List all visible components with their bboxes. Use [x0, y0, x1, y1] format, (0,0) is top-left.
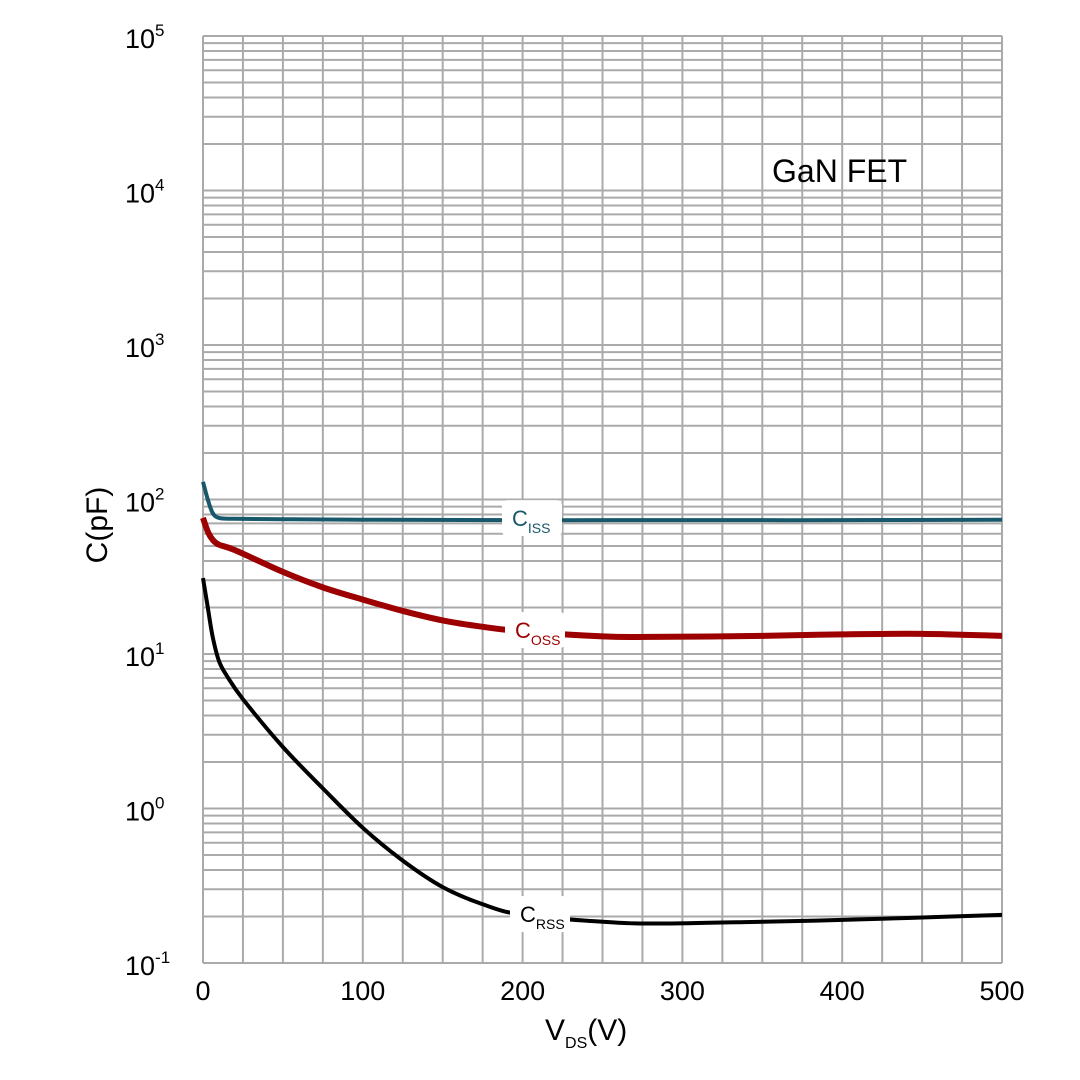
x-tick-label: 0 [195, 976, 210, 1006]
series-line-oss [200, 516, 1003, 641]
series-label-sub: OSS [531, 632, 561, 648]
x-axis-label-main: V [545, 1014, 565, 1047]
series-label-oss: COSS [515, 618, 560, 648]
y-axis-label: C(pF) [81, 487, 114, 564]
x-tick-label: 200 [500, 976, 545, 1006]
y-tick-label: 100 [125, 794, 165, 827]
series-label-background [502, 500, 562, 537]
grid [202, 35, 1003, 964]
series-label-rss: CRSS [520, 902, 565, 932]
x-axis-label-sub: DS [565, 1035, 587, 1052]
y-tick-labels: 10-1 100 101 102 103 104 105 [125, 21, 170, 981]
y-tick-label: 102 [125, 485, 165, 518]
y-tick-label: 103 [125, 330, 165, 363]
series-label-background [510, 896, 570, 933]
y-tick-label: 105 [125, 21, 165, 54]
series-label-main: C [512, 506, 528, 531]
y-tick-label: 104 [125, 176, 165, 209]
annotation-gan-fet: GaN FET [772, 153, 907, 189]
x-tick-labels: 0 100 200 300 400 500 [195, 976, 1024, 1006]
series-line-iss [201, 481, 1003, 523]
series-label-background [505, 612, 565, 649]
series-label-iss: CISS [512, 506, 550, 536]
series-label-sub: ISS [528, 520, 551, 536]
curves [200, 481, 1003, 926]
series-label-sub: RSS [536, 916, 565, 932]
x-tick-label: 300 [660, 976, 705, 1006]
x-tick-label: 400 [820, 976, 865, 1006]
series-label-main: C [520, 902, 536, 927]
x-axis-label-suffix: (V) [587, 1014, 627, 1047]
x-tick-label: 100 [340, 976, 385, 1006]
series-line-rss [201, 577, 1003, 926]
x-axis-label: VDS(V) [545, 1014, 627, 1052]
x-tick-label: 500 [979, 976, 1024, 1006]
y-tick-label: 10-1 [125, 948, 170, 981]
series-label-main: C [515, 618, 531, 643]
y-tick-label: 101 [125, 639, 165, 672]
